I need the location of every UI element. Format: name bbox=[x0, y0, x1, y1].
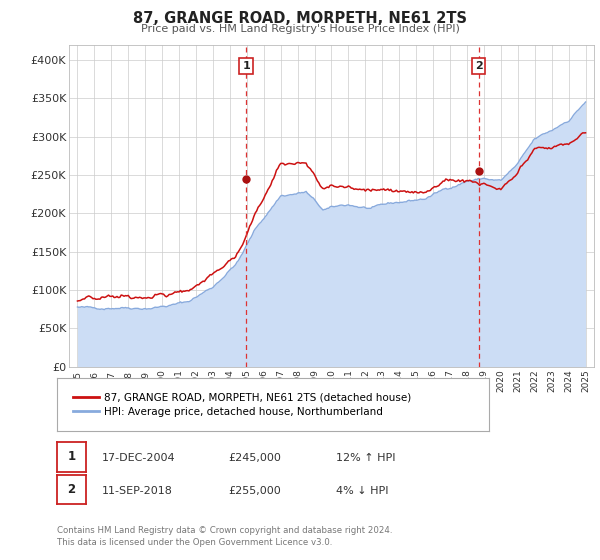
Text: This data is licensed under the Open Government Licence v3.0.: This data is licensed under the Open Gov… bbox=[57, 538, 332, 547]
Text: 11-SEP-2018: 11-SEP-2018 bbox=[102, 486, 173, 496]
Text: 1: 1 bbox=[67, 450, 76, 464]
Legend: 87, GRANGE ROAD, MORPETH, NE61 2TS (detached house), HPI: Average price, detache: 87, GRANGE ROAD, MORPETH, NE61 2TS (deta… bbox=[71, 390, 413, 419]
Text: £255,000: £255,000 bbox=[228, 486, 281, 496]
Text: 2: 2 bbox=[475, 60, 483, 71]
Text: Price paid vs. HM Land Registry's House Price Index (HPI): Price paid vs. HM Land Registry's House … bbox=[140, 24, 460, 34]
Text: 87, GRANGE ROAD, MORPETH, NE61 2TS: 87, GRANGE ROAD, MORPETH, NE61 2TS bbox=[133, 11, 467, 26]
Text: 17-DEC-2004: 17-DEC-2004 bbox=[102, 452, 176, 463]
Text: 4% ↓ HPI: 4% ↓ HPI bbox=[336, 486, 389, 496]
Text: 1: 1 bbox=[242, 60, 250, 71]
Text: 12% ↑ HPI: 12% ↑ HPI bbox=[336, 452, 395, 463]
Text: £245,000: £245,000 bbox=[228, 452, 281, 463]
Text: 2: 2 bbox=[67, 483, 76, 496]
Text: Contains HM Land Registry data © Crown copyright and database right 2024.: Contains HM Land Registry data © Crown c… bbox=[57, 526, 392, 535]
